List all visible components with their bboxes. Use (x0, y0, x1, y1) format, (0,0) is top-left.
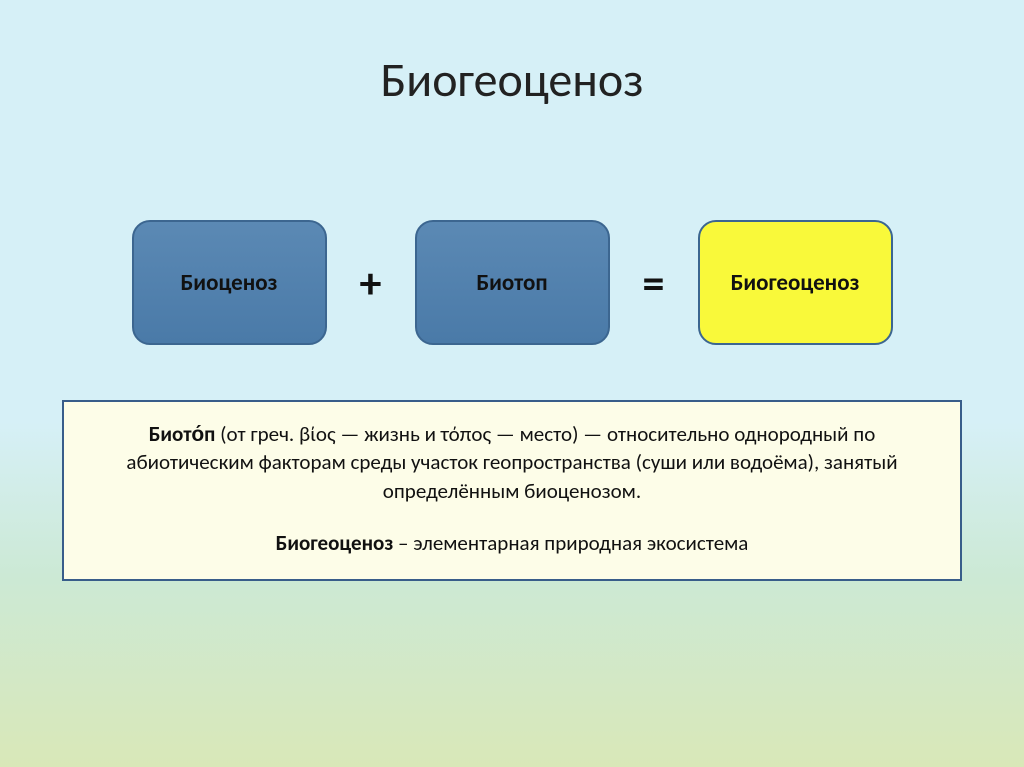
equation-row: Биоценоз + Биотоп = Биогеоценоз (0, 220, 1024, 345)
biotop-definition: Биото́п (от греч. βίος — жизнь и τόπος —… (92, 420, 932, 505)
biotop-label: Биото́п (149, 421, 216, 447)
definition-box: Биото́п (от греч. βίος — жизнь и τόπος —… (62, 400, 962, 581)
biogeocenosis-definition: Биогеоценоз – элементарная природная эко… (92, 529, 932, 557)
term-biocenosis: Биоценоз (132, 220, 327, 345)
biogeo-label: Биогеоценоз (276, 530, 394, 556)
page-title: Биогеоценоз (0, 50, 1024, 109)
term-biotop: Биотоп (415, 220, 610, 345)
result-biogeocenosis: Биогеоценоз (698, 220, 893, 345)
biotop-text: (от греч. βίος — жизнь и τόπος — место) … (126, 421, 897, 504)
equals-operator: = (632, 256, 676, 310)
biogeo-text: – элементарная природная экосистема (393, 530, 748, 556)
plus-operator: + (349, 256, 393, 310)
